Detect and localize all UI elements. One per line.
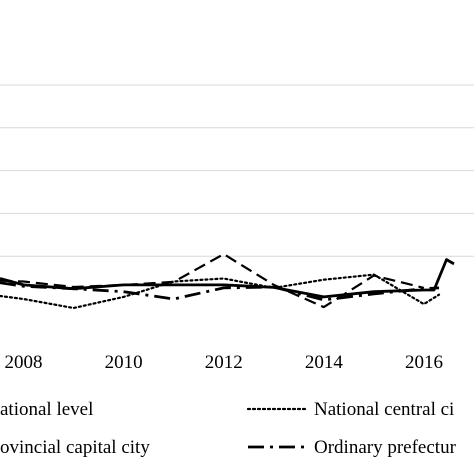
legend-label-2: National central ci xyxy=(314,399,454,420)
series-lines xyxy=(0,253,455,310)
series-line-4 xyxy=(0,281,440,302)
legend-label-3: ovincial capital city xyxy=(0,437,150,458)
gridlines xyxy=(0,84,474,257)
x-tick-label: 2016 xyxy=(405,352,443,373)
series-line-3 xyxy=(0,253,425,309)
series-line-2 xyxy=(0,273,441,310)
x-axis-ticks: 2008 2010 2012 2014 2016 xyxy=(5,352,443,373)
x-tick-label: 2014 xyxy=(305,352,344,373)
legend: ational level National central ci ovincial… xyxy=(0,399,457,458)
x-tick-label: 2010 xyxy=(105,352,143,373)
legend-label-4: Ordinary prefectur xyxy=(314,437,457,458)
x-tick-label: 2008 xyxy=(5,352,43,373)
legend-label-1: ational level xyxy=(0,399,93,420)
x-tick-label: 2012 xyxy=(205,352,243,373)
